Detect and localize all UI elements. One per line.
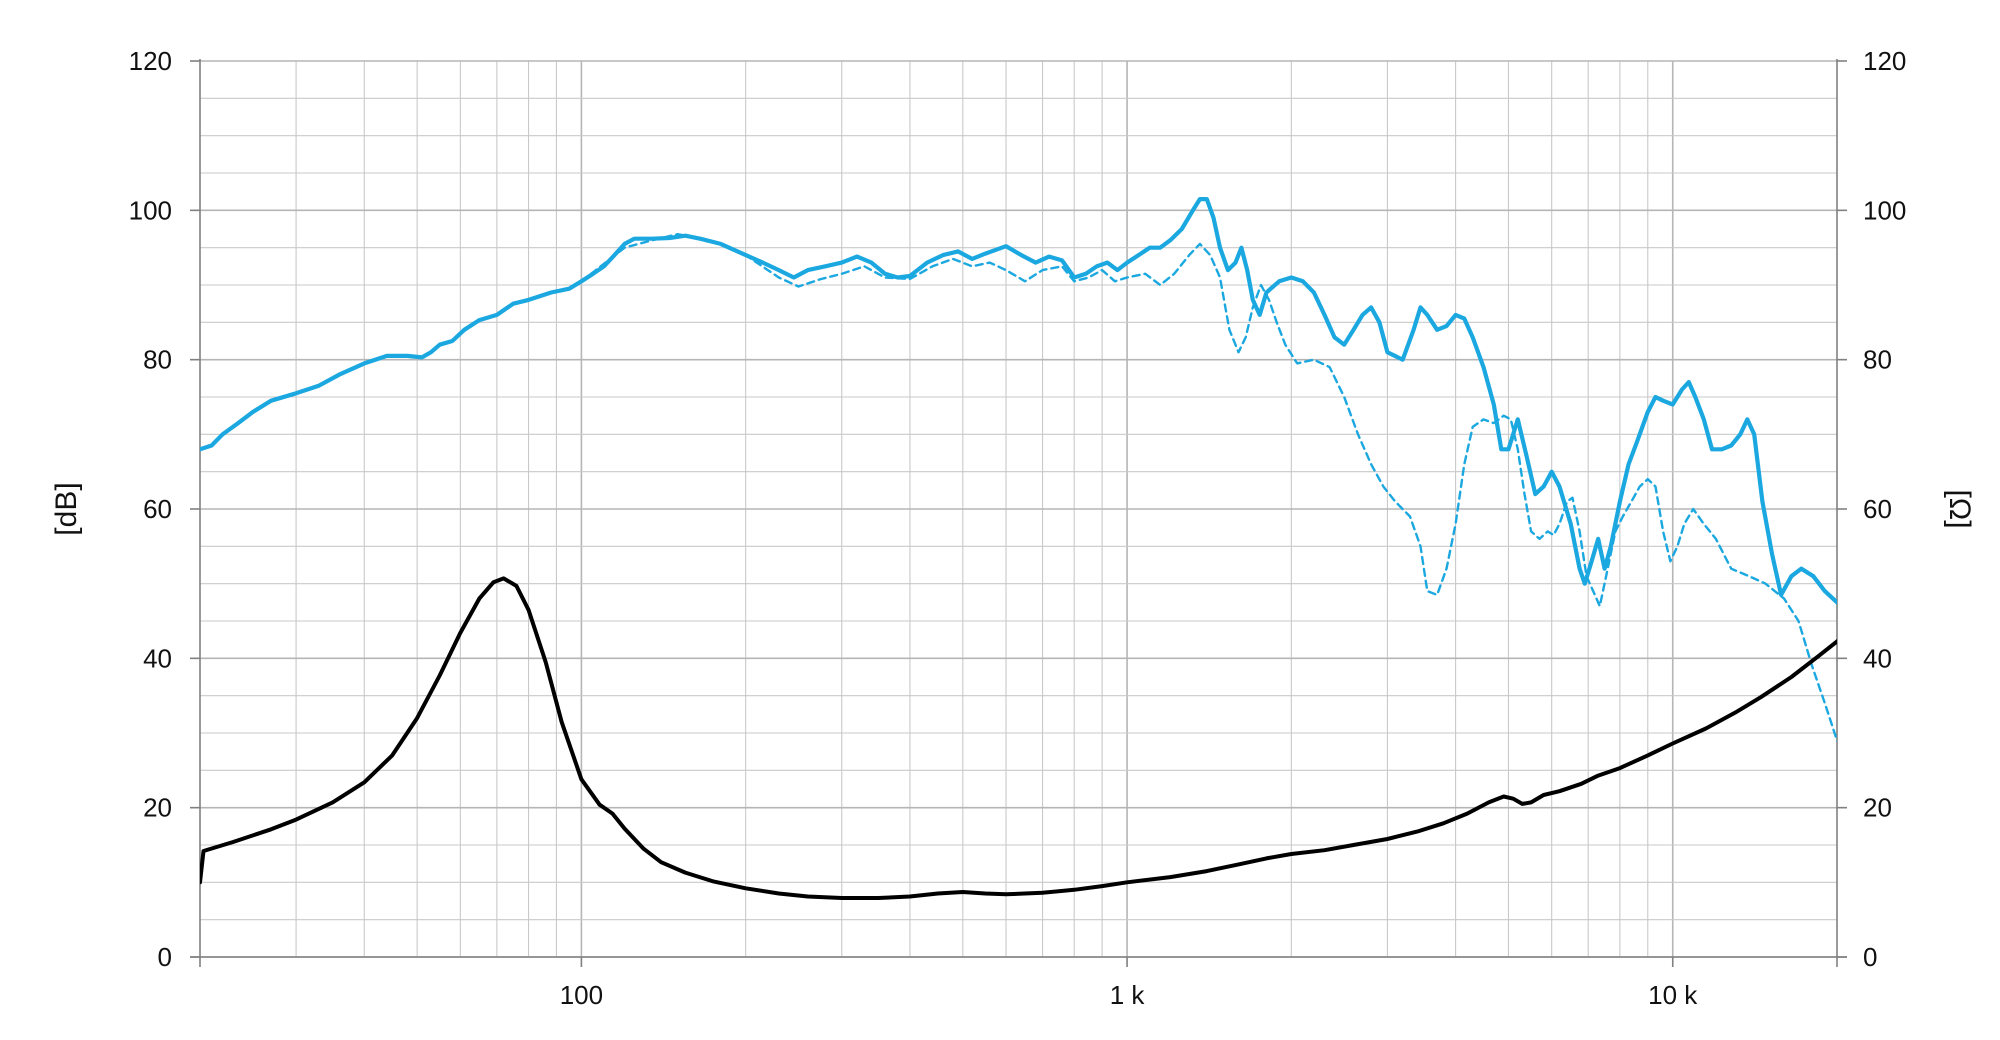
y-tick-label-left: 20 [143, 793, 172, 823]
series-spl-on-axis [200, 197, 1837, 606]
grid [200, 60, 1837, 958]
y-tick-label-left: 60 [143, 494, 172, 524]
series-spl-off-axis [580, 233, 1837, 743]
series-impedance [200, 576, 1837, 900]
y-tick-label-left: 80 [143, 345, 172, 375]
x-tick-label: 1 k [1110, 980, 1146, 1010]
y-axis-left-label: [dB] [50, 482, 83, 535]
y-axis-right-label: [Ω] [1943, 489, 1976, 528]
y-tick-label-right: 60 [1863, 494, 1892, 524]
y-tick-label-right: 80 [1863, 345, 1892, 375]
y-tick-label-right: 120 [1863, 46, 1906, 76]
y-tick-label-left: 100 [129, 195, 172, 225]
x-tick-label: 10 k [1648, 980, 1698, 1010]
axes [190, 59, 1847, 967]
tick-labels: 0 20 40 60 80 100 120 0 20 40 60 80 100 120 100 1 k 10 k [129, 46, 1907, 1010]
y-tick-label-right: 0 [1863, 942, 1877, 972]
y-tick-label-right: 40 [1863, 643, 1892, 673]
series-group [200, 197, 1837, 900]
y-tick-label-right: 100 [1863, 195, 1906, 225]
y-tick-label-left: 40 [143, 643, 172, 673]
x-tick-label: 100 [560, 980, 603, 1010]
y-tick-label-right: 20 [1863, 793, 1892, 823]
y-tick-label-left: 120 [129, 46, 172, 76]
y-tick-label-left: 0 [158, 942, 172, 972]
